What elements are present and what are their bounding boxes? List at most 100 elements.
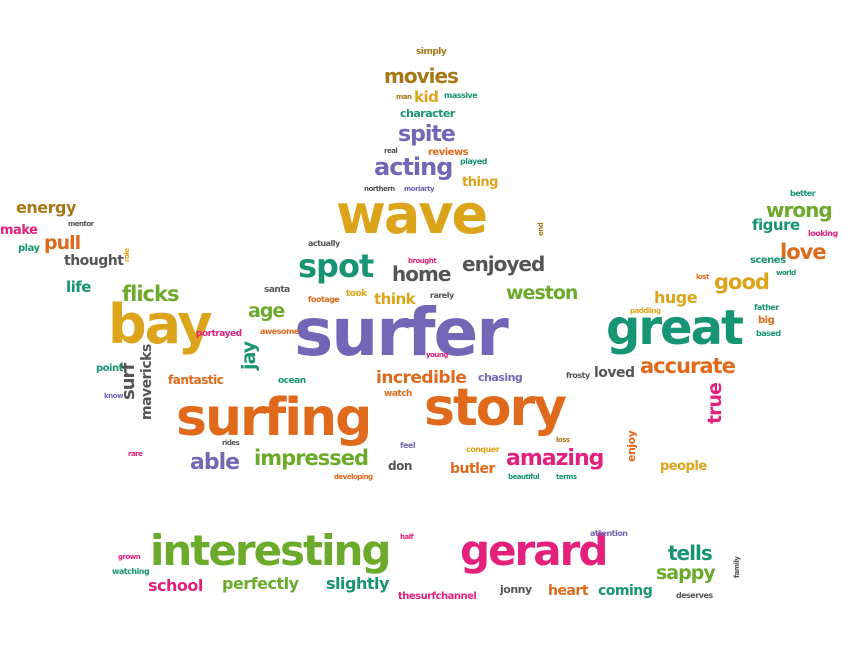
word-kid: kid [414,88,439,106]
word-family: family [733,556,741,578]
word-end: end [537,222,545,236]
word-don: don [388,459,412,473]
word-played: played [460,157,488,166]
word-better: better [790,189,816,198]
word-footage: footage [308,295,340,304]
word-real: real [384,147,398,155]
word-father: father [754,303,779,312]
word-great: great [606,300,744,356]
word-loss: loss [556,436,570,444]
word-amazing: amazing [506,446,604,471]
word-took: took [346,289,367,299]
word-bay: bay [108,293,213,356]
word-think: think [374,290,416,308]
word-simply: simply [416,47,447,57]
word-slightly: slightly [326,574,389,593]
word-know: know [104,392,123,400]
word-portrayed: portrayed [196,329,242,339]
word-impressed: impressed [254,446,369,470]
word-home: home [392,262,451,286]
word-conquer: conquer [466,445,500,454]
word-able: able [190,450,240,475]
word-people: people [660,459,707,474]
word-spite: spite [398,122,456,147]
word-moriarty: moriarty [404,185,435,193]
word-world: world [776,269,796,277]
word-jay: jay [238,341,260,370]
word-actually: actually [308,239,340,248]
word-loved: loved [594,365,635,381]
word-life: life [66,278,91,296]
word-ocean: ocean [278,376,306,386]
word-looking: looking [808,229,838,238]
word-surfer: surfer [294,294,509,371]
word-thought: thought [64,253,124,269]
word-love: love [780,240,827,264]
word-school: school [148,576,203,595]
word-northern: northern [364,185,395,193]
word-attention: attention [590,529,628,538]
word-rarely: rarely [430,291,454,300]
word-beautiful: beautiful [508,473,540,481]
word-acting: acting [374,153,453,181]
word-big: big [758,315,775,326]
word-tells: tells [668,541,713,565]
word-sappy: sappy [656,562,716,584]
word-coming: coming [598,583,653,599]
word-half: half [400,533,414,541]
word-make: make [0,223,38,238]
word-character: character [400,107,455,120]
word-wave: wave [336,183,488,246]
word-santa: santa [264,285,290,295]
word-point: point [96,363,123,374]
word-wrong: wrong [766,198,833,222]
word-rare: rare [128,450,143,458]
word-story: story [424,378,567,438]
word-reviews: reviews [428,147,469,158]
word-frosty: frosty [566,371,590,380]
word-awesome: awesome [260,327,299,336]
word-role: role [123,248,131,262]
word-watch: watch [384,389,412,399]
word-paddling: paddling [630,307,661,315]
word-man: man [396,93,412,101]
word-surfing: surfing [176,388,372,448]
word-weston: weston [506,282,578,304]
word-pull: pull [44,232,81,254]
word-energy: energy [16,198,76,217]
word-spot: spot [298,247,374,285]
word-flicks: flicks [122,282,179,306]
word-figure: figure [752,216,800,234]
word-rides: rides [222,439,240,447]
word-deserves: deserves [676,591,713,600]
word-grown: grown [118,553,141,561]
word-massive: massive [444,91,478,100]
word-developing: developing [334,473,373,481]
word-fantastic: fantastic [168,373,224,387]
word-gerard: gerard [460,526,608,575]
word-based: based [756,329,781,338]
word-thing: thing [462,175,499,190]
word-young: young [426,351,448,359]
word-mentor: mentor [68,220,94,228]
word-incredible: incredible [376,368,467,388]
word-scenes: scenes [750,255,786,266]
word-play: play [18,243,40,254]
word-lost: lost [696,273,709,281]
word-true: true [704,383,726,424]
word-watching: watching [112,567,150,576]
word-enjoy: enjoy [625,430,638,462]
word-butler: butler [450,461,495,477]
word-perfectly: perfectly [222,574,299,593]
word-huge: huge [654,288,698,307]
word-mavericks: mavericks [139,344,155,420]
word-heart: heart [548,583,589,599]
word-age: age [248,300,285,322]
word-movies: movies [384,64,459,88]
word-jonny: jonny [500,583,532,596]
word-good: good [714,270,770,294]
word-brought: brought [408,257,437,265]
word-accurate: accurate [640,354,736,378]
word-feel: feel [400,441,416,450]
